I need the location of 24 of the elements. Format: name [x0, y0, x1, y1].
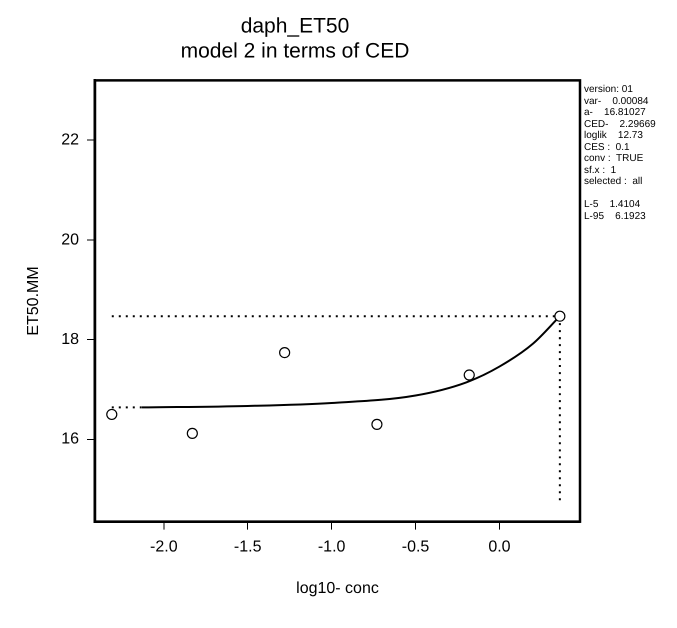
x-tick-label: 0.0 [488, 538, 511, 556]
x-tick-label: -1.0 [318, 538, 346, 556]
y-tick-label: 18 [61, 331, 80, 348]
text: L-5 1.4104 [584, 199, 642, 210]
chart-title: daph_ET50 [240, 14, 350, 38]
y-tick-label: 20 [61, 231, 80, 248]
text: CES : 0.1 [584, 142, 631, 153]
x-tick-label: -2.0 [150, 538, 178, 556]
x-tick-label: -1.5 [234, 538, 262, 556]
text: selected : all [584, 176, 644, 188]
text: var- 0.00084 [584, 96, 650, 107]
text: conv : TRUE [584, 153, 644, 164]
text: loglik 12.73 [584, 130, 644, 142]
y-axis-title: ET50.MM [25, 266, 42, 336]
text: version: 01 [584, 84, 634, 96]
y-tick-label: 22 [61, 132, 80, 149]
text: sf.x : 1 [584, 164, 618, 176]
x-axis-title: log10- conc [296, 580, 379, 597]
chart-subtitle: model 2 in terms of CED [180, 40, 410, 63]
y-tick-label: 16 [61, 430, 80, 448]
x-tick-label: -0.5 [402, 538, 430, 556]
text: L-95 6.1923 [584, 210, 647, 222]
text: CED- 2.29669 [584, 118, 656, 130]
text: a- 16.81027 [584, 107, 647, 118]
